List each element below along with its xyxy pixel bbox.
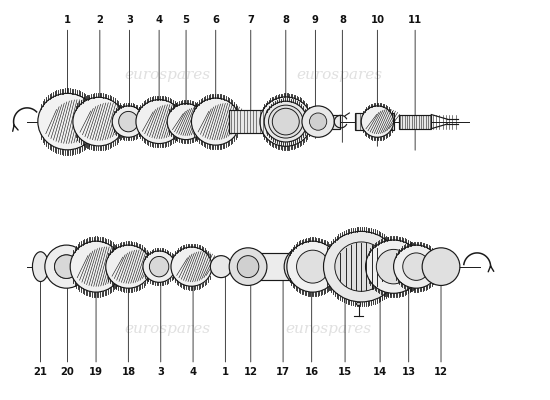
- Text: 3: 3: [126, 15, 133, 111]
- Text: 16: 16: [305, 260, 318, 378]
- Text: 4: 4: [156, 15, 163, 115]
- Text: 14: 14: [373, 248, 387, 378]
- Ellipse shape: [302, 106, 334, 137]
- Ellipse shape: [106, 245, 151, 288]
- Ellipse shape: [54, 255, 78, 278]
- Text: 2: 2: [96, 15, 103, 107]
- Ellipse shape: [335, 242, 388, 291]
- Ellipse shape: [237, 256, 259, 278]
- Text: eurospares: eurospares: [286, 322, 372, 336]
- Ellipse shape: [167, 104, 205, 140]
- Ellipse shape: [73, 97, 125, 146]
- Ellipse shape: [45, 245, 88, 288]
- Text: 12: 12: [434, 258, 448, 378]
- Ellipse shape: [70, 241, 122, 292]
- Ellipse shape: [284, 246, 325, 287]
- Ellipse shape: [171, 247, 212, 286]
- Ellipse shape: [229, 248, 267, 286]
- Text: 18: 18: [122, 271, 135, 378]
- Text: 20: 20: [60, 277, 74, 378]
- Ellipse shape: [268, 105, 303, 138]
- Bar: [305, 114, 340, 129]
- Text: 19: 19: [89, 273, 103, 378]
- Ellipse shape: [210, 256, 232, 278]
- Text: 8: 8: [282, 15, 289, 134]
- Text: 17: 17: [276, 266, 290, 378]
- Ellipse shape: [361, 106, 394, 137]
- Ellipse shape: [287, 241, 339, 292]
- Text: 6: 6: [212, 15, 219, 121]
- Ellipse shape: [260, 97, 312, 146]
- Bar: [229, 110, 280, 133]
- Text: 15: 15: [338, 246, 352, 378]
- Circle shape: [356, 302, 361, 306]
- Ellipse shape: [394, 245, 439, 288]
- Text: 7: 7: [248, 15, 254, 127]
- Ellipse shape: [323, 231, 399, 302]
- Ellipse shape: [191, 98, 240, 145]
- Text: 3: 3: [157, 268, 164, 378]
- Text: 9: 9: [312, 15, 319, 138]
- Ellipse shape: [54, 255, 78, 278]
- Ellipse shape: [32, 252, 48, 282]
- Ellipse shape: [112, 106, 145, 137]
- Ellipse shape: [366, 240, 422, 293]
- Text: eurospares: eurospares: [124, 322, 210, 336]
- Text: 13: 13: [402, 254, 416, 378]
- Ellipse shape: [119, 112, 138, 132]
- Text: 11: 11: [408, 15, 422, 150]
- Text: 21: 21: [34, 281, 47, 378]
- Text: eurospares: eurospares: [296, 68, 383, 82]
- Ellipse shape: [136, 100, 182, 144]
- Ellipse shape: [150, 256, 169, 277]
- Ellipse shape: [296, 250, 329, 283]
- Ellipse shape: [422, 248, 460, 286]
- Bar: [355, 113, 394, 130]
- Text: 1: 1: [64, 15, 71, 103]
- Text: 12: 12: [244, 266, 258, 378]
- Text: 1: 1: [222, 264, 229, 378]
- Ellipse shape: [376, 249, 411, 284]
- Bar: [399, 114, 431, 129]
- Ellipse shape: [143, 251, 175, 282]
- Text: 10: 10: [370, 15, 384, 146]
- Text: 4: 4: [190, 264, 197, 378]
- Text: eurospares: eurospares: [124, 68, 210, 82]
- Ellipse shape: [272, 108, 299, 135]
- Ellipse shape: [264, 101, 307, 142]
- Bar: [251, 253, 305, 280]
- Ellipse shape: [38, 93, 97, 150]
- Text: 5: 5: [183, 15, 190, 119]
- Text: 8: 8: [339, 15, 346, 142]
- Ellipse shape: [403, 253, 430, 280]
- Ellipse shape: [310, 113, 327, 130]
